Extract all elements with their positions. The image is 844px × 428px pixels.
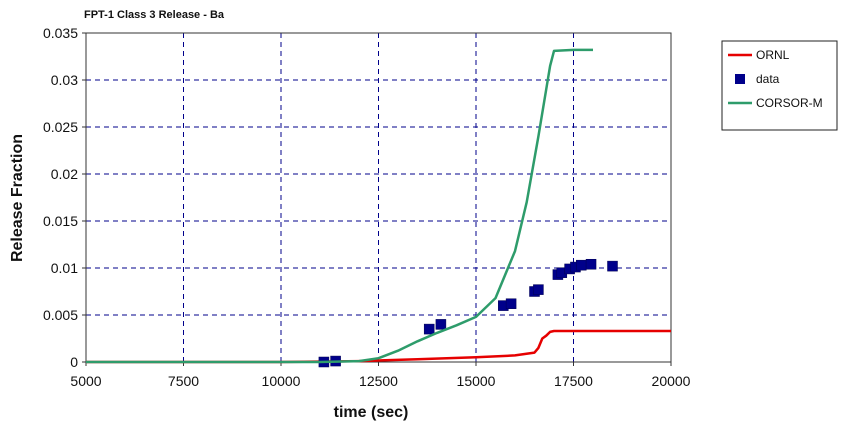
x-tick-label: 17500 (554, 373, 593, 389)
x-tick-label: 10000 (262, 373, 301, 389)
y-tick-label: 0.025 (43, 119, 78, 135)
y-axis-ticks: 0 0.005 0.01 0.015 0.02 0.025 0.03 0.035 (43, 25, 86, 370)
legend-label: data (756, 72, 780, 86)
x-tick-label: 20000 (652, 373, 691, 389)
legend-item: data (735, 72, 780, 86)
data-point (607, 260, 618, 272)
x-tick-label: 12500 (359, 373, 398, 389)
y-tick-label: 0.01 (51, 260, 78, 276)
data-point (435, 319, 447, 330)
legend: ORNL data CORSOR-M (721, 40, 838, 131)
data-point (576, 259, 587, 271)
x-axis-ticks: 5000 7500 10000 12500 15000 17500 20000 (70, 362, 691, 389)
data-point (423, 323, 435, 335)
y-tick-label: 0.035 (43, 25, 78, 41)
data-point (533, 284, 544, 295)
legend-label: ORNL (756, 48, 790, 62)
y-tick-label: 0.02 (51, 166, 78, 182)
chart-title: FPT-1 Class 3 Release - Ba (84, 9, 225, 21)
legend-item: ORNL (728, 48, 790, 62)
grid (86, 33, 671, 362)
x-tick-label: 15000 (457, 373, 496, 389)
legend-label: CORSOR-M (756, 96, 823, 110)
series-group (86, 48, 671, 368)
x-tick-label: 5000 (70, 373, 101, 389)
x-tick-label: 7500 (168, 373, 199, 389)
x-axis-title: time (sec) (334, 404, 409, 421)
y-axis-title: Release Fraction (9, 134, 26, 262)
y-tick-label: 0.005 (43, 307, 78, 323)
series-line-corsor-m (86, 48, 593, 364)
data-point (505, 298, 517, 309)
data-point (585, 258, 597, 270)
y-tick-label: 0.015 (43, 213, 78, 229)
y-tick-label: 0 (70, 354, 78, 370)
legend-swatch (735, 74, 745, 84)
y-tick-label: 0.03 (51, 72, 78, 88)
legend-item: CORSOR-M (728, 96, 823, 110)
